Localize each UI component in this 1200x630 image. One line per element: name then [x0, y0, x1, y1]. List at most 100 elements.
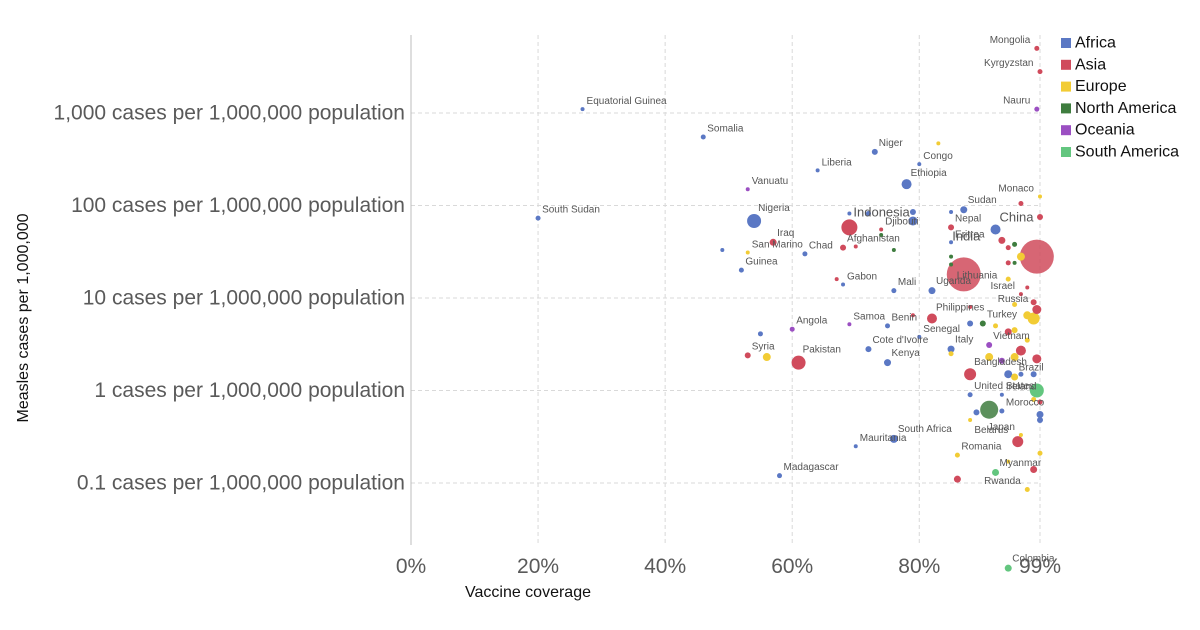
data-point[interactable] [1024, 337, 1030, 343]
data-point[interactable] [949, 254, 954, 259]
data-point[interactable] [1031, 396, 1037, 402]
legend-item[interactable]: Europe [1075, 78, 1127, 95]
data-point[interactable] [777, 473, 783, 479]
data-point[interactable] [926, 313, 937, 324]
data-point[interactable] [908, 216, 918, 226]
data-point[interactable] [1011, 327, 1018, 334]
data-point[interactable] [968, 304, 973, 309]
data-point[interactable] [1037, 399, 1043, 405]
data-point[interactable] [747, 213, 762, 228]
data-point[interactable] [757, 331, 763, 337]
data-point[interactable] [889, 434, 898, 443]
data-point[interactable] [980, 400, 999, 419]
data-point[interactable] [1024, 487, 1030, 493]
data-point[interactable] [967, 320, 974, 327]
data-point[interactable] [1029, 383, 1044, 398]
data-point[interactable] [1030, 371, 1037, 378]
data-point[interactable] [999, 392, 1004, 397]
data-point[interactable] [993, 323, 999, 329]
data-point[interactable] [745, 250, 750, 255]
legend-item[interactable]: South America [1075, 144, 1179, 161]
data-point[interactable] [947, 345, 955, 353]
data-point[interactable] [936, 141, 941, 146]
data-point[interactable] [891, 248, 896, 253]
data-point[interactable] [949, 262, 954, 267]
data-point[interactable] [992, 468, 1000, 476]
data-point[interactable] [1010, 353, 1019, 362]
data-point[interactable] [1018, 371, 1024, 377]
data-point[interactable] [917, 162, 922, 167]
data-point[interactable] [1025, 285, 1030, 290]
data-point[interactable] [909, 209, 916, 216]
data-point[interactable] [1037, 69, 1043, 75]
data-point[interactable] [865, 346, 872, 353]
data-point[interactable] [738, 267, 744, 273]
data-point[interactable] [990, 224, 1001, 235]
data-point[interactable] [1032, 305, 1042, 315]
data-point[interactable] [1012, 241, 1018, 247]
data-point[interactable] [884, 359, 892, 367]
data-point[interactable] [853, 244, 858, 249]
data-point[interactable] [1004, 564, 1012, 572]
data-point[interactable] [985, 353, 994, 362]
data-point[interactable] [1037, 214, 1043, 221]
data-point[interactable] [847, 211, 852, 216]
data-point[interactable] [853, 444, 858, 449]
data-point[interactable] [1005, 245, 1011, 251]
data-point[interactable] [1004, 370, 1013, 379]
data-point[interactable] [998, 236, 1006, 244]
data-point[interactable] [1004, 328, 1012, 336]
data-point[interactable] [1030, 299, 1037, 306]
data-point[interactable] [847, 322, 852, 327]
data-point[interactable] [949, 240, 954, 245]
legend-item[interactable]: North America [1075, 100, 1176, 117]
data-point[interactable] [1011, 373, 1019, 381]
data-point[interactable] [954, 452, 960, 458]
legend-item[interactable]: Africa [1075, 35, 1116, 52]
data-point[interactable] [960, 206, 968, 214]
data-point[interactable] [840, 244, 847, 251]
data-point[interactable] [901, 179, 912, 190]
data-point[interactable] [1018, 292, 1023, 297]
data-point[interactable] [964, 368, 977, 381]
data-point[interactable] [762, 353, 771, 362]
data-point[interactable] [885, 323, 891, 329]
data-point[interactable] [1005, 260, 1011, 266]
data-point[interactable] [968, 417, 973, 422]
data-point[interactable] [946, 257, 981, 292]
data-point[interactable] [720, 248, 725, 253]
data-point[interactable] [910, 313, 915, 318]
data-point[interactable] [917, 334, 922, 339]
data-point[interactable] [1034, 106, 1040, 112]
data-point[interactable] [1032, 354, 1042, 364]
data-point[interactable] [879, 232, 884, 237]
data-point[interactable] [871, 148, 878, 155]
data-point[interactable] [834, 277, 839, 282]
data-point[interactable] [769, 238, 777, 246]
data-point[interactable] [928, 287, 936, 295]
data-point[interactable] [949, 210, 954, 215]
data-point[interactable] [535, 215, 541, 221]
data-point[interactable] [891, 288, 897, 294]
data-point[interactable] [953, 475, 961, 483]
data-point[interactable] [1034, 45, 1040, 51]
legend-item[interactable]: Oceania [1075, 122, 1135, 139]
data-point[interactable] [1005, 276, 1011, 282]
data-point[interactable] [1012, 436, 1024, 448]
data-point[interactable] [802, 251, 808, 257]
data-point[interactable] [967, 392, 973, 398]
data-point[interactable] [879, 227, 884, 232]
data-point[interactable] [789, 326, 795, 332]
data-point[interactable] [1030, 465, 1038, 473]
data-point[interactable] [745, 187, 750, 192]
data-point[interactable] [948, 351, 954, 357]
data-point[interactable] [744, 352, 751, 359]
data-point[interactable] [841, 219, 858, 236]
data-point[interactable] [700, 134, 706, 140]
data-point[interactable] [999, 408, 1005, 414]
data-point[interactable] [973, 409, 980, 416]
data-point[interactable] [1018, 201, 1024, 207]
data-point[interactable] [580, 107, 585, 112]
data-point[interactable] [841, 282, 846, 287]
data-point[interactable] [986, 342, 993, 349]
